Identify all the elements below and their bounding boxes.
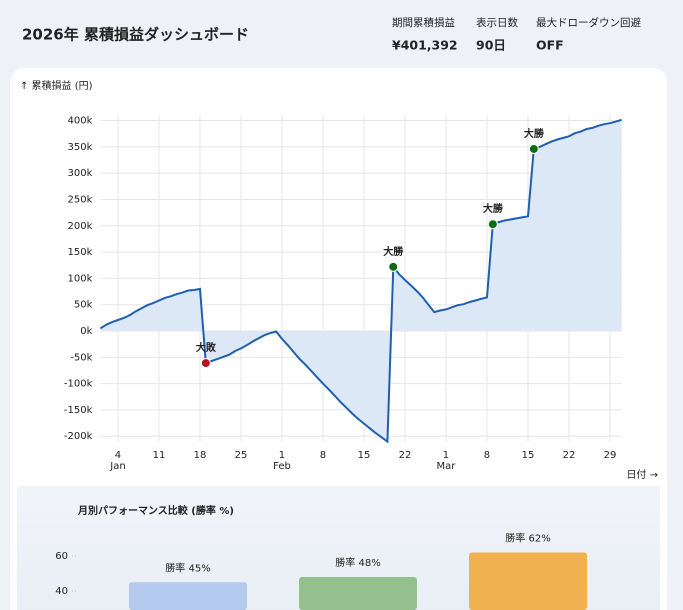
- x-tick-label: 15: [358, 450, 371, 461]
- x-month-label: Mar: [437, 461, 457, 472]
- x-tick-label: 18: [194, 450, 207, 461]
- x-month-label: Feb: [273, 461, 291, 472]
- bar: [299, 577, 417, 610]
- x-tick-label: 15: [522, 450, 535, 461]
- event-label: 大勝: [483, 202, 504, 215]
- y-tick-label: 350k: [68, 142, 93, 153]
- stat-value: 90日: [476, 38, 506, 53]
- event-marker: [487, 219, 498, 230]
- stat-label: 最大ドローダウン回避: [536, 16, 641, 29]
- y-tick-label: -50k: [70, 352, 92, 363]
- y-tick-label: 100k: [68, 273, 93, 284]
- stat-value: OFF: [536, 38, 564, 53]
- y-tick-label: 200k: [68, 221, 93, 232]
- bar-chart-title: 月別パフォーマンス比較 (勝率 %): [77, 504, 234, 517]
- y-tick-label: -150k: [64, 405, 93, 416]
- y-tick-label: 150k: [68, 247, 93, 258]
- event-label: 大勝: [383, 245, 404, 258]
- x-axis-label: 日付 →: [626, 468, 658, 481]
- y-axis-label: ↑ 累積損益 (円): [20, 79, 93, 92]
- bar-value-label: 勝率 45%: [165, 561, 210, 574]
- y-tick-label: 250k: [68, 194, 93, 205]
- x-tick-label: 25: [235, 450, 248, 461]
- bar-value-label: 勝率 62%: [505, 532, 550, 545]
- bar-value-label: 勝率 48%: [335, 556, 380, 569]
- x-tick-label: 22: [563, 450, 576, 461]
- x-tick-label: 4: [115, 450, 121, 461]
- y-tick-label: 0k: [80, 326, 92, 337]
- y-tick-label: 50k: [74, 300, 93, 311]
- stat-value: ¥401,392: [392, 38, 458, 53]
- x-month-label: Jan: [109, 461, 125, 472]
- x-tick-label: 1: [279, 450, 285, 461]
- stat-label: 表示日数: [476, 16, 518, 29]
- event-marker: [528, 143, 539, 154]
- x-tick-label: 29: [604, 450, 617, 461]
- y-tick-label: 300k: [68, 168, 93, 179]
- bar: [469, 552, 587, 610]
- event-marker: [388, 261, 399, 272]
- event-marker: [200, 358, 211, 369]
- event-label: 大勝: [524, 127, 545, 140]
- y-tick-label: 400k: [68, 116, 93, 127]
- x-tick-label: 8: [320, 450, 326, 461]
- y-tick-label: -200k: [64, 431, 93, 442]
- event-label: 大敗: [196, 341, 217, 354]
- y-tick-label: 40: [55, 586, 68, 597]
- y-tick-label: 60: [55, 551, 68, 562]
- stat-label: 期間累積損益: [392, 16, 455, 29]
- bar: [129, 582, 247, 610]
- x-tick-label: 11: [153, 450, 166, 461]
- area-fill: [100, 119, 622, 442]
- x-tick-label: 1: [443, 450, 449, 461]
- x-tick-label: 8: [484, 450, 490, 461]
- y-tick-label: -100k: [64, 379, 93, 390]
- x-tick-label: 22: [399, 450, 412, 461]
- page-title: 2026年 累積損益ダッシュボード: [22, 26, 249, 44]
